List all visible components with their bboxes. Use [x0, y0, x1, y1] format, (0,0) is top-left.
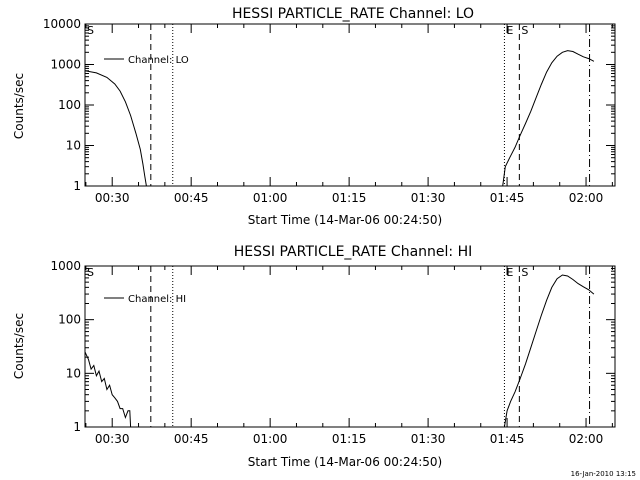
x-tick-label: 00:45	[174, 432, 209, 446]
legend-label: Channel: LO	[128, 55, 189, 66]
footer-timestamp: 16-Jan-2010 13:15	[571, 470, 636, 478]
x-tick-label: 01:30	[411, 432, 446, 446]
x-tick-label: 00:30	[95, 432, 130, 446]
legend-label: Channel: HI	[128, 294, 186, 305]
series-line	[84, 70, 147, 187]
chart-title: HESSI PARTICLE_RATE Channel: LO	[232, 6, 474, 22]
series-line	[502, 50, 595, 187]
x-axis-label: Start Time (14-Mar-06 00:24:50)	[248, 455, 442, 469]
series-line	[503, 274, 595, 428]
event-marker-label: S	[87, 266, 94, 279]
y-tick-label: 1000	[50, 259, 81, 273]
event-marker-label: S	[521, 24, 528, 37]
event-marker-label: E	[506, 24, 513, 37]
x-tick-label: 02:00	[569, 191, 604, 205]
series-line	[84, 351, 132, 428]
plot-frame	[84, 23, 616, 187]
x-tick-label: 01:00	[253, 191, 288, 205]
x-tick-label: 00:45	[174, 191, 209, 205]
y-axis-label: Counts/sec	[12, 313, 26, 379]
event-marker-label: S	[521, 266, 528, 279]
y-tick-label: 100	[58, 313, 81, 327]
y-tick-label: 100	[58, 98, 81, 112]
event-marker-label: S	[87, 24, 94, 37]
x-tick-label: 01:30	[411, 191, 446, 205]
plot-frame	[84, 265, 616, 428]
y-tick-label: 10000	[43, 17, 81, 31]
x-tick-label: 01:45	[490, 432, 525, 446]
y-tick-label: 10	[66, 366, 81, 380]
x-tick-label: 01:15	[332, 191, 367, 205]
x-tick-label: 00:30	[95, 191, 130, 205]
y-tick-label: 1000	[50, 58, 81, 72]
chart-panel-lo: HESSI PARTICLE_RATE Channel: LO Counts/s…	[12, 6, 616, 227]
chart-panel-hi: HESSI PARTICLE_RATE Channel: HI Counts/s…	[12, 244, 616, 469]
event-marker-label: E	[506, 266, 513, 279]
chart-title: HESSI PARTICLE_RATE Channel: HI	[234, 244, 472, 260]
x-axis-label: Start Time (14-Mar-06 00:24:50)	[248, 213, 442, 227]
x-tick-label: 01:45	[490, 191, 525, 205]
y-tick-label: 1	[73, 179, 81, 193]
y-tick-label: 10	[66, 139, 81, 153]
x-tick-label: 02:00	[569, 432, 604, 446]
y-tick-label: 1	[73, 420, 81, 434]
x-tick-label: 01:15	[332, 432, 367, 446]
x-tick-label: 01:00	[253, 432, 288, 446]
y-axis-label: Counts/sec	[12, 73, 26, 139]
